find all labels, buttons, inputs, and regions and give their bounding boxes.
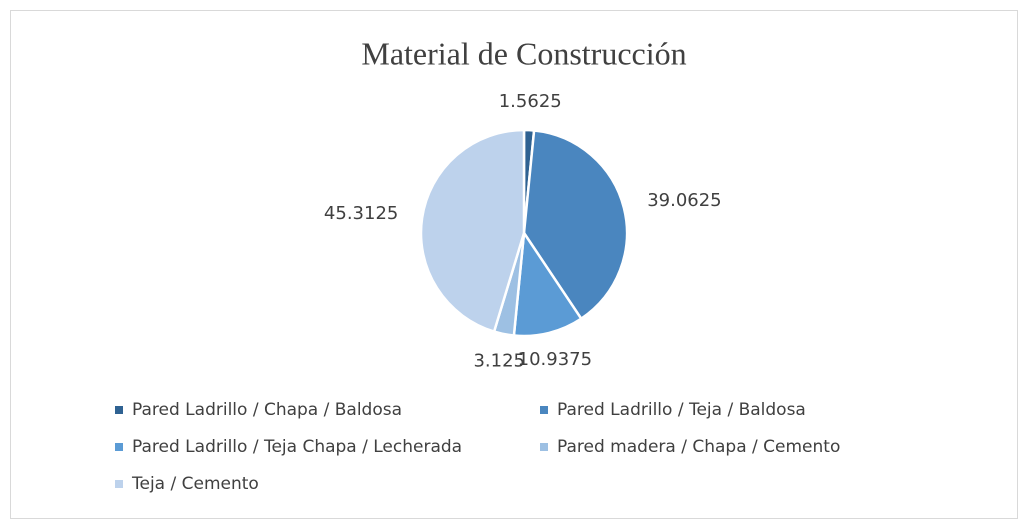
data-label: 1.5625 [499,91,562,112]
pie-slice [522,129,629,321]
legend-label: Teja / Cemento [131,474,259,494]
legend-label: Pared Ladrillo / Teja Chapa / Lecherada [132,437,462,457]
legend-swatch [115,406,123,414]
pie-slice [512,229,583,338]
legend-label: Pared madera / Chapa / Cemento [557,437,840,457]
data-label: 45.3125 [324,203,398,224]
pie-slice [419,128,526,334]
chart-title: Material de Construcción [361,35,686,71]
data-label: 3.125 [473,350,525,371]
legend-label: Pared Ladrillo / Chapa / Baldosa [132,400,402,420]
data-label: 10.9375 [518,349,592,370]
legend-swatch [115,480,123,488]
legend-label: Pared Ladrillo / Teja / Baldosa [557,400,806,420]
legend-swatch [540,443,548,451]
legend-swatch [115,443,123,451]
data-label: 39.0625 [647,190,721,211]
legend-swatch [540,406,548,414]
